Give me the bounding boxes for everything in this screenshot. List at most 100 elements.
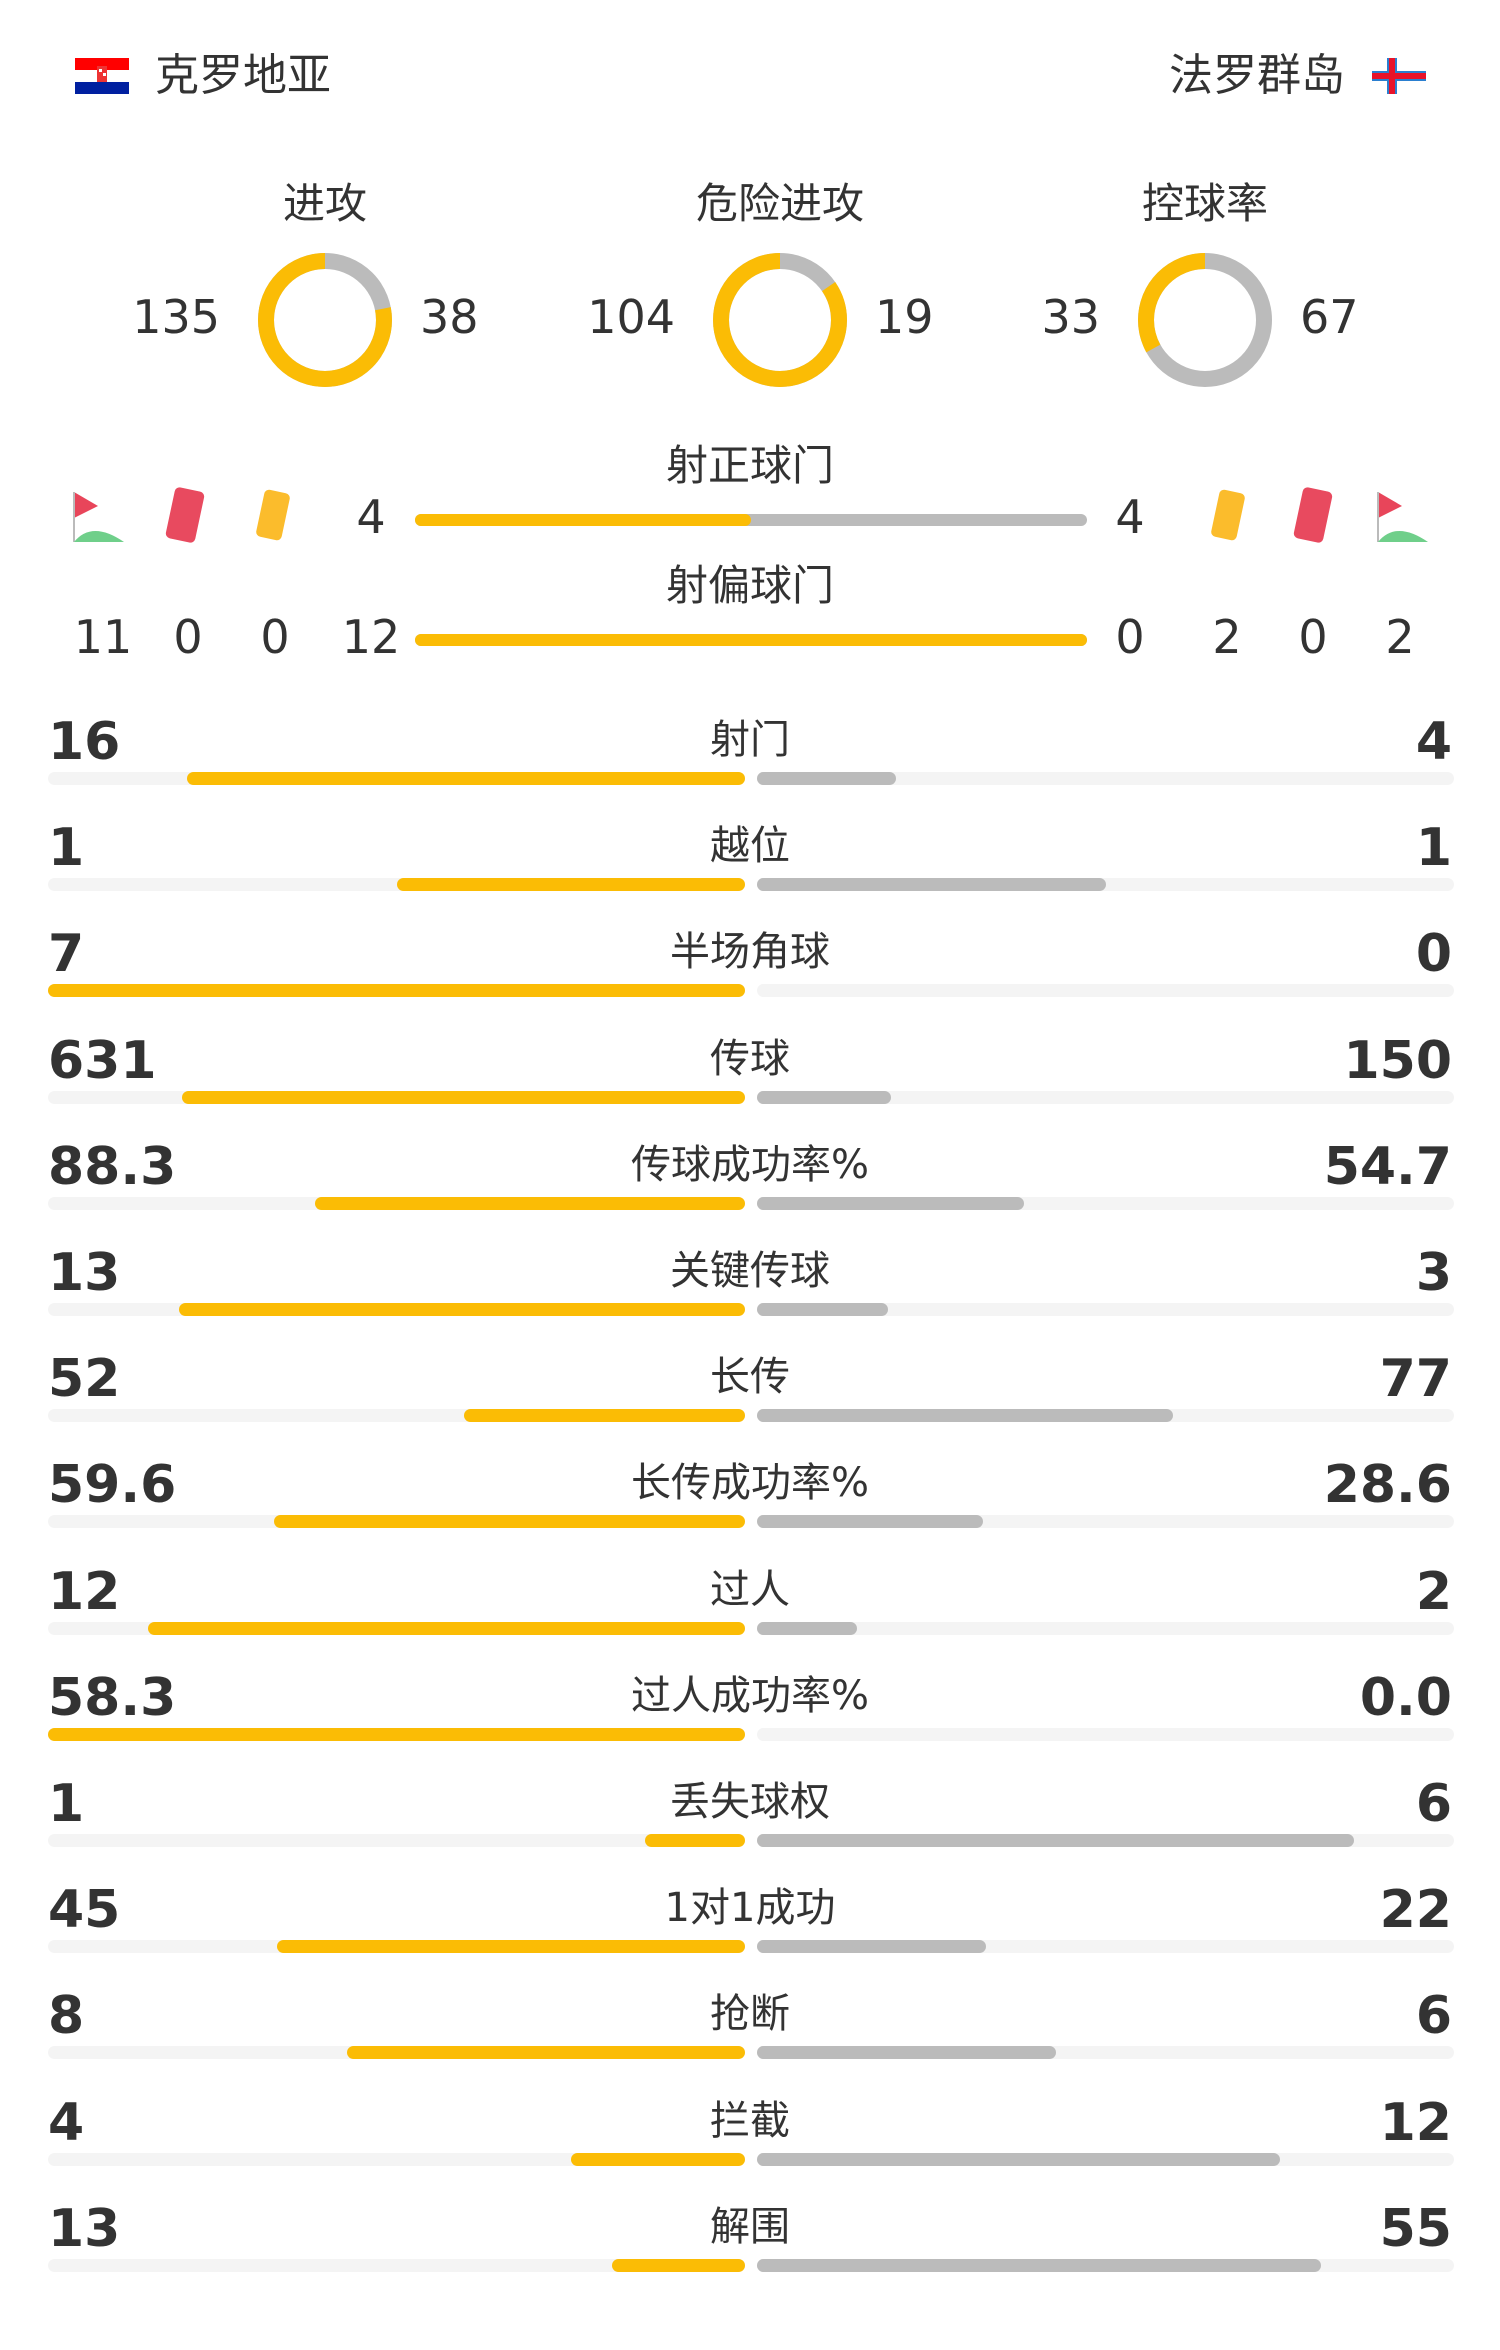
stat-row: 13 关键传球 3 [0,1243,1500,1323]
stat-row: 8 抢断 6 [0,1986,1500,2066]
stat-row: 58.3 过人成功率% 0.0 [0,1668,1500,1748]
stat-label: 丢失球权 [670,1779,830,1825]
stat-away-bar-fill [757,1409,1174,1423]
stat-label: 长传成功率% [630,1460,869,1507]
stat-home-value: 8 [48,1986,85,2047]
stat-label: 1对1成功 [664,1885,836,1932]
stat-label: 拦截 [710,2097,790,2144]
donut-home-arc [258,253,392,387]
corner-flag-icon [1376,490,1428,546]
stat-home-value: 13 [48,1243,121,1303]
yellow-card-icon [1203,487,1253,543]
stat-away-bar-fill [757,1621,857,1635]
stat-home-value: 88.3 [48,1136,177,1197]
stat-home-bar [48,1940,745,1954]
stat-home-value: 59.6 [48,1455,177,1516]
stat-home-bar-fill [645,1834,745,1847]
stat-row: 45 1对1成功 22 [0,1880,1500,1960]
home-yellow-cards: 0 [260,610,290,664]
stat-label: 过人成功率% [630,1672,869,1719]
stat-away-bar [757,984,1454,998]
donut-chart [258,253,392,387]
stat-away-bar [757,1621,1454,1635]
stat-away-bar-fill [757,1303,888,1316]
stat-away-value: 0 [1415,924,1452,985]
stat-home-bar [48,1621,745,1635]
stat-away-value: 77 [1379,1349,1452,1410]
stat-home-bar [48,2258,745,2272]
stat-home-bar [48,1409,745,1423]
stat-label: 长传 [710,1354,790,1401]
stat-away-bar-fill [757,1834,1355,1847]
stat-away-bar [757,1090,1454,1104]
stat-label: 射门 [710,717,790,763]
stat-row: 59.6 长传成功率% 28.6 [0,1455,1500,1535]
stat-away-bar [757,2152,1454,2166]
stat-home-bar-fill [314,1196,745,1210]
stat-home-bar-fill [611,2258,745,2272]
stat-home-bar-fill [570,2152,745,2166]
yellow-card-icon [248,487,298,543]
stat-away-bar-fill [757,1515,983,1529]
stat-away-bar [757,878,1454,892]
home-shots-on-target: 4 [356,490,386,544]
stat-away-bar [757,1409,1454,1423]
red-card-icon [160,485,210,543]
stat-row: 12 过人 2 [0,1562,1500,1642]
stat-home-bar-fill [464,1409,745,1423]
stat-away-bar [757,2258,1454,2272]
donut-home-value: 33 [1041,290,1100,344]
stat-row: 631 传球 150 [0,1031,1500,1111]
donut-title: 危险进攻 [695,179,864,228]
stat-row: 88.3 传球成功率% 54.7 [0,1137,1500,1217]
away-shots-on-target: 4 [1115,490,1145,544]
stat-row: 52 长传 77 [0,1349,1500,1429]
stat-row: 4 拦截 12 [0,2093,1500,2173]
stat-home-bar [48,878,745,892]
stat-home-value: 1 [48,818,85,879]
stat-home-bar [48,1196,745,1210]
stat-home-bar [48,1834,745,1847]
away-corners: 2 [1385,610,1415,664]
home-red-cards: 0 [173,610,203,664]
shots-off-target-bar [415,634,1087,646]
stat-away-bar-fill [757,1940,986,1954]
stat-home-bar-fill [396,878,745,892]
stat-home-bar [48,1727,745,1741]
stat-away-value: 0.0 [1359,1667,1452,1728]
stat-label: 传球 [710,1035,790,1082]
donut-title: 控球率 [1141,179,1268,228]
stat-away-bar [757,1196,1454,1210]
croatia-flag-icon [75,58,129,94]
stat-home-bar-fill [274,1515,745,1529]
stat-label: 关键传球 [670,1248,830,1294]
stat-away-value: 4 [1415,712,1452,772]
away-shots-off-target: 0 [1115,610,1145,664]
stat-home-bar-fill [147,1621,745,1635]
stat-away-bar-fill [757,2046,1056,2060]
donut-chart [713,253,847,387]
donut-home-value: 104 [587,290,675,344]
stat-home-bar-fill [48,1727,745,1741]
stat-home-bar-fill [187,772,745,785]
stat-label: 过人 [710,1566,790,1613]
stat-home-value: 631 [48,1030,157,1091]
stat-away-value: 22 [1379,1880,1452,1941]
stat-home-bar [48,2046,745,2060]
stat-away-bar [757,1834,1454,1847]
stat-label: 传球成功率% [630,1141,869,1188]
stat-home-value: 16 [48,712,121,772]
stat-away-value: 6 [1415,1986,1452,2047]
donut-home-arc [713,253,847,387]
stat-label: 抢断 [710,1991,790,2038]
stat-away-bar [757,1303,1454,1316]
stat-away-bar-fill [757,1090,891,1104]
donut-away-value: 19 [875,290,934,344]
stat-label: 半场角球 [670,929,830,976]
stat-away-bar [757,772,1454,785]
stat-home-value: 13 [48,2198,121,2259]
stat-home-bar [48,772,745,785]
stat-away-value: 1 [1415,818,1452,879]
stat-home-bar [48,1303,745,1316]
stat-home-value: 7 [48,924,85,985]
